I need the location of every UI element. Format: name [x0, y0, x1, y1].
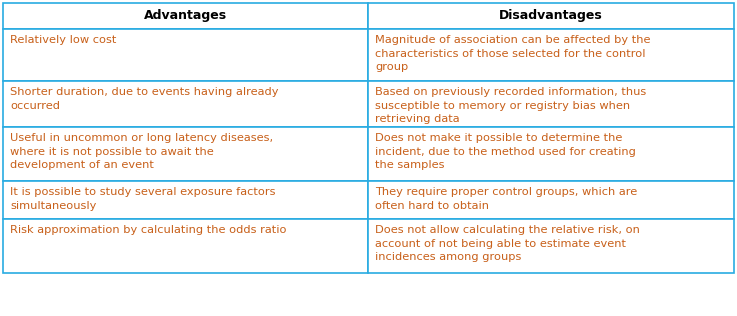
Text: It is possible to study several exposure factors
simultaneously: It is possible to study several exposure… [10, 187, 276, 210]
Bar [368, 219, 734, 273]
Text: Shorter duration, due to events having already
occurred: Shorter duration, due to events having a… [10, 87, 279, 111]
Text: Disadvantages: Disadvantages [500, 9, 603, 22]
Bar [3, 29, 368, 81]
Bar [3, 127, 368, 181]
Bar [368, 29, 734, 81]
Bar [368, 81, 734, 127]
Text: Useful in uncommon or long latency diseases,
where it is not possible to await t: Useful in uncommon or long latency disea… [10, 133, 273, 170]
Bar [368, 181, 734, 219]
Text: They require proper control groups, which are
often hard to obtain: They require proper control groups, whic… [375, 187, 638, 210]
Text: Does not allow calculating the relative risk, on
account of not being able to es: Does not allow calculating the relative … [375, 225, 640, 262]
Bar [3, 219, 368, 273]
Bar [3, 3, 368, 29]
Text: Based on previously recorded information, thus
susceptible to memory or registry: Based on previously recorded information… [375, 87, 647, 124]
Text: Does not make it possible to determine the
incident, due to the method used for : Does not make it possible to determine t… [375, 133, 636, 170]
Bar [368, 3, 734, 29]
Bar [368, 127, 734, 181]
Bar [3, 81, 368, 127]
Bar [3, 181, 368, 219]
Text: Risk approximation by calculating the odds ratio: Risk approximation by calculating the od… [10, 225, 287, 235]
Text: Relatively low cost: Relatively low cost [10, 35, 116, 45]
Text: Advantages: Advantages [144, 9, 227, 22]
Text: Magnitude of association can be affected by the
characteristics of those selecte: Magnitude of association can be affected… [375, 35, 651, 72]
